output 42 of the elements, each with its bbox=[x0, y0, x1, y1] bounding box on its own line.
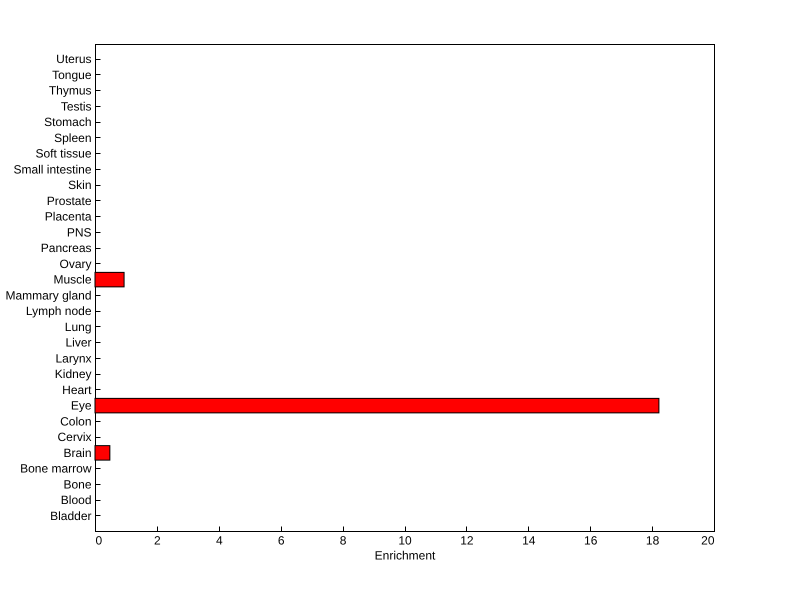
x-tick-label: 14 bbox=[522, 534, 536, 548]
y-tick-label: Tongue bbox=[52, 68, 92, 82]
y-tick-label: Placenta bbox=[44, 210, 92, 224]
y-tick-label: Muscle bbox=[53, 272, 92, 287]
y-tick-label: Cervix bbox=[57, 430, 92, 444]
x-tick-label: 18 bbox=[646, 534, 660, 548]
y-tick-label: Lymph node bbox=[26, 304, 92, 318]
y-tick-label: Bone marrow bbox=[20, 462, 92, 476]
y-tick-label: Ovary bbox=[59, 256, 92, 271]
y-tick-label: Testis bbox=[60, 99, 92, 114]
x-tick-label: 20 bbox=[701, 534, 715, 548]
y-tick-label: Liver bbox=[65, 336, 92, 350]
x-tick-label: 16 bbox=[584, 534, 598, 548]
y-tick-label: Eye bbox=[70, 398, 92, 413]
x-tick-label: 4 bbox=[216, 534, 223, 548]
y-tick-label: Mammary gland bbox=[5, 288, 92, 302]
y-tick-label: Thymus bbox=[48, 84, 92, 98]
y-tick-label: Colon bbox=[60, 414, 92, 428]
y-tick-label: Small intestine bbox=[13, 162, 92, 176]
y-tick-label: Uterus bbox=[56, 52, 92, 66]
y-tick-label: Pancreas bbox=[40, 241, 92, 256]
y-tick-label: Prostate bbox=[46, 194, 92, 208]
y-tick-label: Stomach bbox=[44, 115, 92, 130]
y-tick-label: Soft tissue bbox=[35, 146, 92, 161]
x-tick-label: 6 bbox=[278, 534, 285, 548]
y-tick-label: Lung bbox=[64, 320, 92, 334]
x-tick-label: 10 bbox=[398, 534, 412, 548]
y-tick-label: Spleen bbox=[54, 130, 92, 145]
y-tick-label: Blood bbox=[60, 493, 92, 508]
x-tick-label: 0 bbox=[96, 534, 102, 548]
y-tick-label: Larynx bbox=[55, 351, 92, 366]
y-tick-label: Bone bbox=[63, 477, 92, 492]
y-tick-label: Kidney bbox=[54, 367, 92, 382]
x-tick-label: 12 bbox=[460, 534, 474, 548]
x-axis-title: Enrichment bbox=[374, 548, 436, 562]
y-tick-label: Heart bbox=[62, 382, 92, 397]
x-tick-label: 8 bbox=[340, 534, 347, 548]
y-tick-label: Bladder bbox=[50, 508, 92, 523]
y-tick-label: PNS bbox=[66, 225, 92, 240]
x-tick-label: 2 bbox=[154, 534, 162, 548]
y-tick-label: Brain bbox=[63, 446, 92, 460]
y-tick-label: Skin bbox=[68, 178, 92, 192]
